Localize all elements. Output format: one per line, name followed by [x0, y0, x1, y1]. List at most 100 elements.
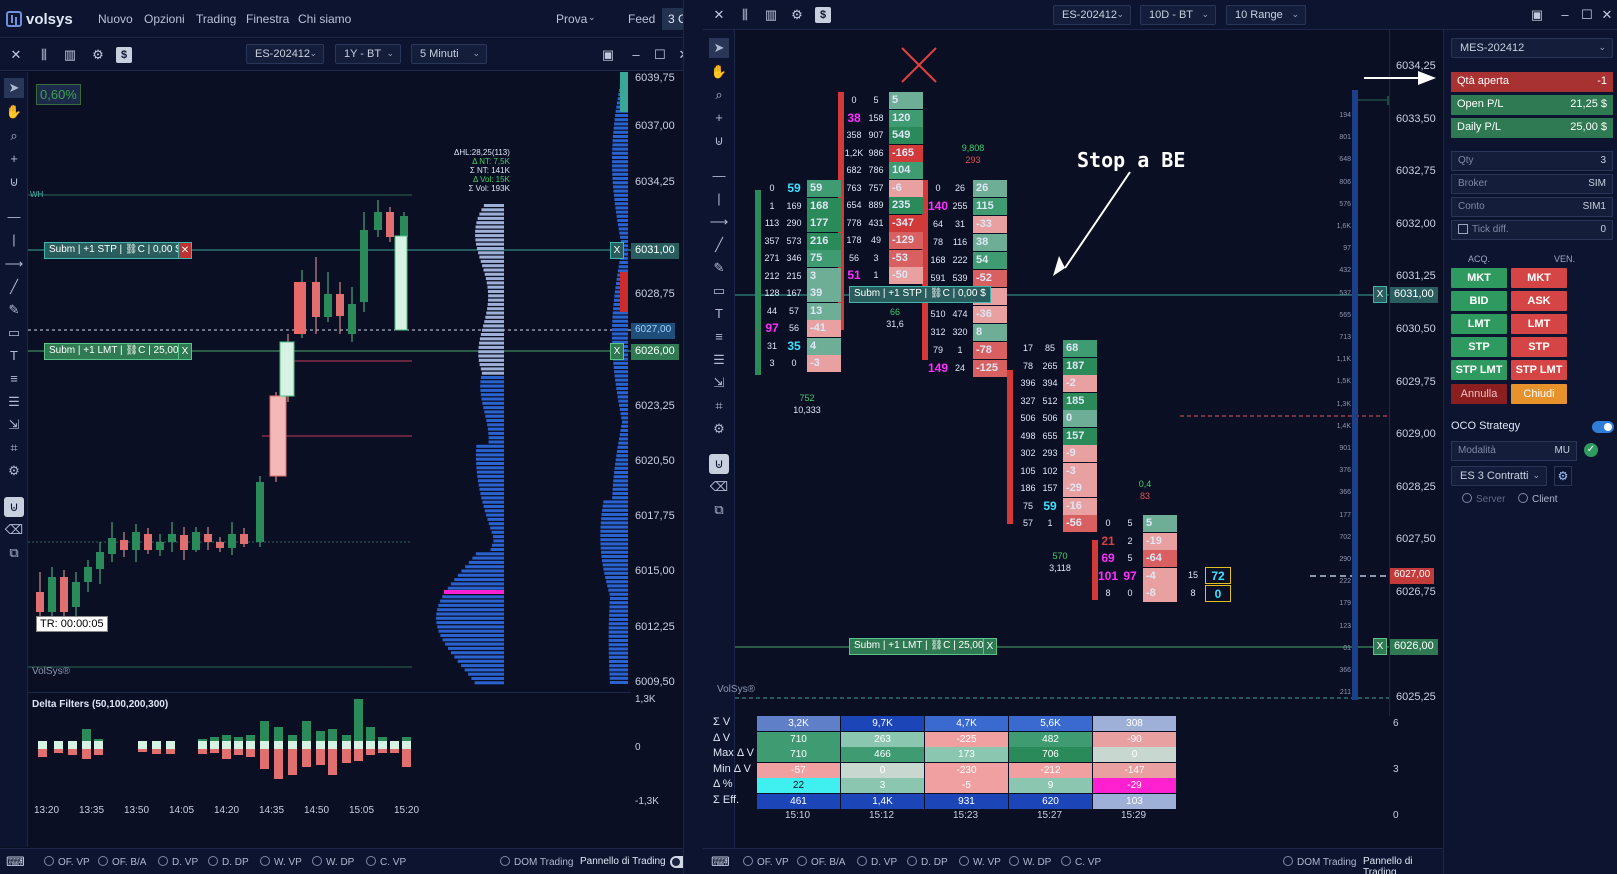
radio-w-vp[interactable]: W. VP [260, 856, 302, 868]
eraser-icon[interactable]: ⌫ [4, 522, 24, 537]
radio-d-vp[interactable]: D. VP [857, 856, 897, 868]
layers-icon[interactable]: ⧉ [714, 502, 724, 517]
vertical-line-icon[interactable]: | [12, 232, 16, 247]
right-limit-order-label[interactable]: Subm | +1 LMT | ⛓C | 25,00 $ [849, 638, 997, 655]
layers-icon[interactable]: ⧉ [9, 545, 19, 560]
radio-of-ba[interactable]: OF. B/A [98, 856, 146, 868]
maximize-panel-icon[interactable]: ▣ [601, 47, 615, 62]
zoom-icon[interactable]: ⌕ [10, 128, 18, 143]
right-stop-x-button[interactable]: X [1373, 286, 1387, 303]
buy-button-stp-lmt[interactable]: STP LMT [1451, 360, 1507, 380]
candles-icon[interactable]: ⫼ [742, 7, 748, 22]
maximize-panel-icon[interactable]: ▣ [1530, 7, 1544, 22]
right-limit-x-button[interactable]: X [983, 638, 997, 655]
keyboard-icon[interactable]: ⌨ [6, 854, 25, 869]
vertical-line-icon[interactable]: | [717, 191, 721, 206]
horizontal-line-icon[interactable]: — [7, 209, 21, 224]
menu-trading[interactable]: Trading [196, 12, 237, 26]
side-symbol-select[interactable]: MES-202412 ⌄ [1451, 38, 1613, 58]
broker-field[interactable]: Broker SIM [1451, 174, 1613, 194]
menu-finestra[interactable]: Finestra [246, 12, 290, 26]
rectangle-icon[interactable]: ▭ [712, 283, 726, 298]
horizontal-line-icon[interactable]: — [712, 168, 726, 183]
right-limit-x-button-right[interactable]: X [1373, 638, 1387, 655]
magnet-active-icon[interactable]: ⊍ [4, 497, 24, 517]
gear-small-icon[interactable]: ⚙ [8, 463, 20, 478]
right-footprint-chart[interactable]: Stop a BE D H 05959116916811329017735757… [717, 30, 1426, 716]
gear-small-icon[interactable]: ⚙ [713, 421, 725, 436]
sell-button-lmt[interactable]: LMT [1511, 314, 1567, 334]
menu-prova[interactable]: Prova [556, 12, 588, 26]
cursor-arrow-icon[interactable]: ⇲ [8, 417, 20, 432]
cursor-arrow-icon[interactable]: ⇲ [713, 375, 725, 390]
window-close-icon[interactable]: ✕ [1601, 7, 1613, 22]
radio-of-vp[interactable]: OF. VP [44, 856, 90, 868]
qty-field[interactable]: Qty 3 [1451, 151, 1613, 171]
crosshair-icon[interactable]: + [715, 110, 723, 125]
left-stop-x-button[interactable]: X [610, 242, 624, 259]
ray-icon[interactable]: ⟶ [709, 214, 729, 229]
tick-diff-checkbox[interactable] [1458, 224, 1468, 234]
zoom-icon[interactable]: ⌕ [715, 87, 723, 102]
restore-icon[interactable]: ☐ [654, 47, 666, 62]
conto-field[interactable]: Conto SIM1 [1451, 197, 1613, 217]
cursor-icon[interactable]: ➤ [4, 78, 24, 98]
gear-icon[interactable]: ⚙ [791, 7, 803, 22]
buy-button-bid[interactable]: BID [1451, 291, 1507, 311]
chiudi-button[interactable]: Chiudi [1511, 384, 1567, 404]
sell-button-stp[interactable]: STP [1511, 337, 1567, 357]
radio-d-vp[interactable]: D. VP [158, 856, 198, 868]
cursor-icon[interactable]: ➤ [709, 38, 729, 58]
trendline-icon[interactable]: ╱ [715, 237, 723, 252]
radio-of-vp[interactable]: OF. VP [743, 856, 789, 868]
radio-dom-trading[interactable]: DOM Trading [500, 856, 573, 868]
left-limit-x-button[interactable]: X [178, 343, 192, 360]
crosshair-icon[interactable]: + [10, 151, 18, 166]
left-limit-order-label[interactable]: Subm | +1 LMT | ⛓C | 25,00 $ [44, 343, 192, 360]
lines-icon[interactable]: ☰ [713, 352, 725, 367]
left-limit-x-button-right[interactable]: X [610, 343, 624, 360]
contratti-select[interactable]: ES 3 Contratti ⌄ [1451, 466, 1547, 486]
bars-icon[interactable]: ▥ [63, 47, 77, 62]
keyboard-icon[interactable]: ⌨ [711, 854, 730, 869]
sell-button-mkt[interactable]: MKT [1511, 268, 1567, 288]
radio-client[interactable]: Client [1518, 493, 1558, 505]
left-stop-order-label[interactable]: Subm | +1 STP | ⛓C | 0,00 $ [44, 242, 186, 259]
hand-icon[interactable]: ✋ [5, 104, 23, 119]
dollar-icon[interactable]: $ [116, 47, 132, 63]
gear-icon[interactable]: ⚙ [92, 47, 104, 62]
menu-opzioni[interactable]: Opzioni [144, 12, 185, 26]
restore-icon[interactable]: ☐ [1581, 7, 1593, 22]
radio-server[interactable]: Server [1462, 493, 1505, 505]
modalita-field[interactable]: Modalità MU [1451, 441, 1577, 461]
radio-c-vp[interactable]: C. VP [1061, 856, 1101, 868]
left-period-select[interactable]: 1Y - BT ⌄ [335, 44, 401, 64]
hand-icon[interactable]: ✋ [710, 64, 728, 79]
buy-button-mkt[interactable]: MKT [1451, 268, 1507, 288]
rectangle-icon[interactable]: ▭ [7, 325, 21, 340]
delta-filters-panel[interactable]: Delta Filters (50,100,200,300) 13:20 13:3… [28, 692, 631, 822]
right-symbol-select[interactable]: ES-202412 ⌄ [1053, 5, 1131, 25]
magnet-icon[interactable]: ⊍ [714, 133, 724, 148]
buy-button-lmt[interactable]: LMT [1451, 314, 1507, 334]
candles-icon[interactable]: ⫼ [41, 47, 47, 62]
right-period-select[interactable]: 10D - BT ⌄ [1140, 5, 1216, 25]
radio-d-dp[interactable]: D. DP [208, 856, 249, 868]
menu-nuovo[interactable]: Nuovo [98, 12, 133, 26]
radio-w-vp[interactable]: W. VP [959, 856, 1001, 868]
dollar-icon[interactable]: $ [815, 7, 831, 23]
left-timeframe-select[interactable]: 5 Minuti ⌄ [411, 44, 487, 64]
radio-d-dp[interactable]: D. DP [907, 856, 948, 868]
list-icon[interactable]: ≡ [10, 371, 18, 386]
radio-w-dp[interactable]: W. DP [312, 856, 354, 868]
minimize-icon[interactable]: – [1561, 7, 1569, 22]
ray-icon[interactable]: ⟶ [4, 256, 24, 271]
right-stop-order-label[interactable]: Subm | +1 STP | ⛓C | 0,00 $ [849, 286, 991, 303]
pencil-icon[interactable]: ✎ [713, 260, 725, 275]
list-icon[interactable]: ≡ [715, 329, 723, 344]
oco-toggle[interactable] [1592, 421, 1614, 433]
close-icon[interactable]: ✕ [713, 7, 725, 22]
left-stop-cancel-icon[interactable]: ✕ [178, 242, 192, 259]
eraser-icon[interactable]: ⌫ [709, 479, 729, 494]
tick-diff-field[interactable]: Tick diff. 0 [1451, 220, 1613, 240]
